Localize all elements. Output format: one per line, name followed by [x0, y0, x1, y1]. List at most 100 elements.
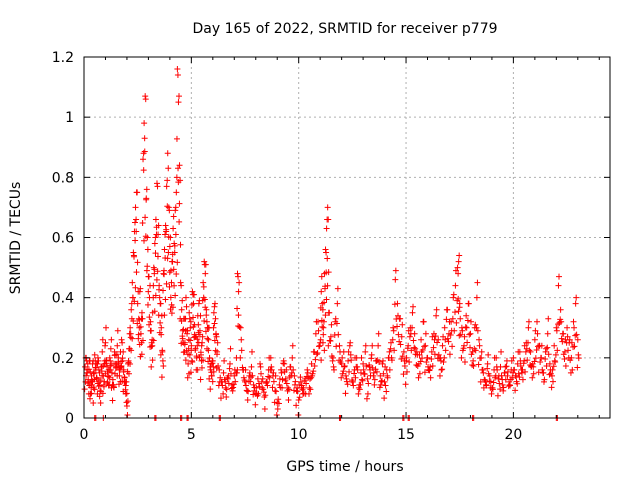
data-point [543, 362, 550, 369]
data-point [187, 337, 194, 344]
data-point [473, 294, 480, 301]
data-point [103, 360, 110, 367]
data-point [130, 317, 137, 324]
data-point [419, 355, 426, 362]
data-point [429, 362, 436, 369]
data-point [450, 294, 457, 301]
data-point [543, 345, 550, 352]
data-point [184, 327, 191, 334]
data-point [568, 339, 575, 346]
data-point [456, 300, 463, 307]
data-point [420, 318, 427, 325]
data-point [282, 377, 289, 384]
data-point [234, 270, 241, 277]
data-point [195, 321, 202, 328]
data-point [476, 336, 483, 343]
data-point [203, 318, 210, 325]
data-point [168, 279, 175, 286]
data-point [439, 342, 446, 349]
data-point [267, 354, 274, 361]
data-point [331, 366, 338, 373]
data-point [157, 351, 164, 358]
data-point [531, 358, 538, 365]
data-point [433, 312, 440, 319]
data-point [332, 315, 339, 322]
data-point [177, 279, 184, 286]
data-point [246, 369, 253, 376]
data-point [319, 306, 326, 313]
data-point [93, 374, 100, 381]
data-point [175, 165, 182, 172]
data-point [284, 387, 291, 394]
data-point [345, 348, 352, 355]
data-point [185, 360, 192, 367]
data-point [171, 249, 178, 256]
data-point [235, 273, 242, 280]
data-point [538, 342, 545, 349]
data-point [271, 399, 278, 406]
data-point [437, 357, 444, 364]
data-point [318, 357, 325, 364]
data-point [238, 336, 245, 343]
data-point [524, 339, 531, 346]
data-point [409, 309, 416, 316]
data-point [205, 358, 212, 365]
data-point [239, 364, 246, 371]
data-point [511, 366, 518, 373]
data-point [242, 382, 249, 389]
data-point [522, 368, 529, 375]
data-point [139, 337, 146, 344]
data-point [269, 384, 276, 391]
data-point [390, 324, 397, 331]
data-point [287, 363, 294, 370]
data-point [426, 367, 433, 374]
data-point [88, 390, 95, 397]
data-point [305, 390, 312, 397]
data-point [508, 357, 515, 364]
data-point [202, 261, 209, 268]
data-point [390, 327, 397, 334]
data-point [237, 324, 244, 331]
data-point [443, 316, 450, 323]
data-point [398, 333, 405, 340]
data-point [177, 177, 184, 184]
data-point [214, 339, 221, 346]
data-point [570, 344, 577, 351]
data-point [558, 335, 565, 342]
data-point [186, 315, 193, 322]
data-point [320, 318, 327, 325]
data-point [128, 306, 135, 313]
data-point [98, 368, 105, 375]
data-point [319, 339, 326, 346]
data-point [175, 99, 182, 106]
data-point [348, 377, 355, 384]
data-point [411, 344, 418, 351]
data-point [266, 374, 273, 381]
data-point [537, 359, 544, 366]
data-point [85, 366, 92, 373]
data-point [244, 396, 251, 403]
data-point [170, 213, 177, 220]
y-tick-label: 1 [65, 110, 74, 126]
data-point [250, 381, 257, 388]
data-point [334, 285, 341, 292]
data-point [260, 386, 267, 393]
data-point [322, 246, 329, 253]
data-point [96, 393, 103, 400]
data-point [162, 296, 169, 303]
data-point [436, 372, 443, 379]
data-point [474, 327, 481, 334]
data-point [176, 218, 183, 225]
data-point [478, 354, 485, 361]
data-point [482, 377, 489, 384]
data-point [137, 323, 144, 330]
data-point [297, 374, 304, 381]
data-point [131, 298, 138, 305]
data-point [427, 363, 434, 370]
data-point [382, 363, 389, 370]
data-point [193, 354, 200, 361]
data-point [447, 331, 454, 338]
data-point [434, 339, 441, 346]
data-point [210, 309, 217, 316]
data-point [531, 336, 538, 343]
